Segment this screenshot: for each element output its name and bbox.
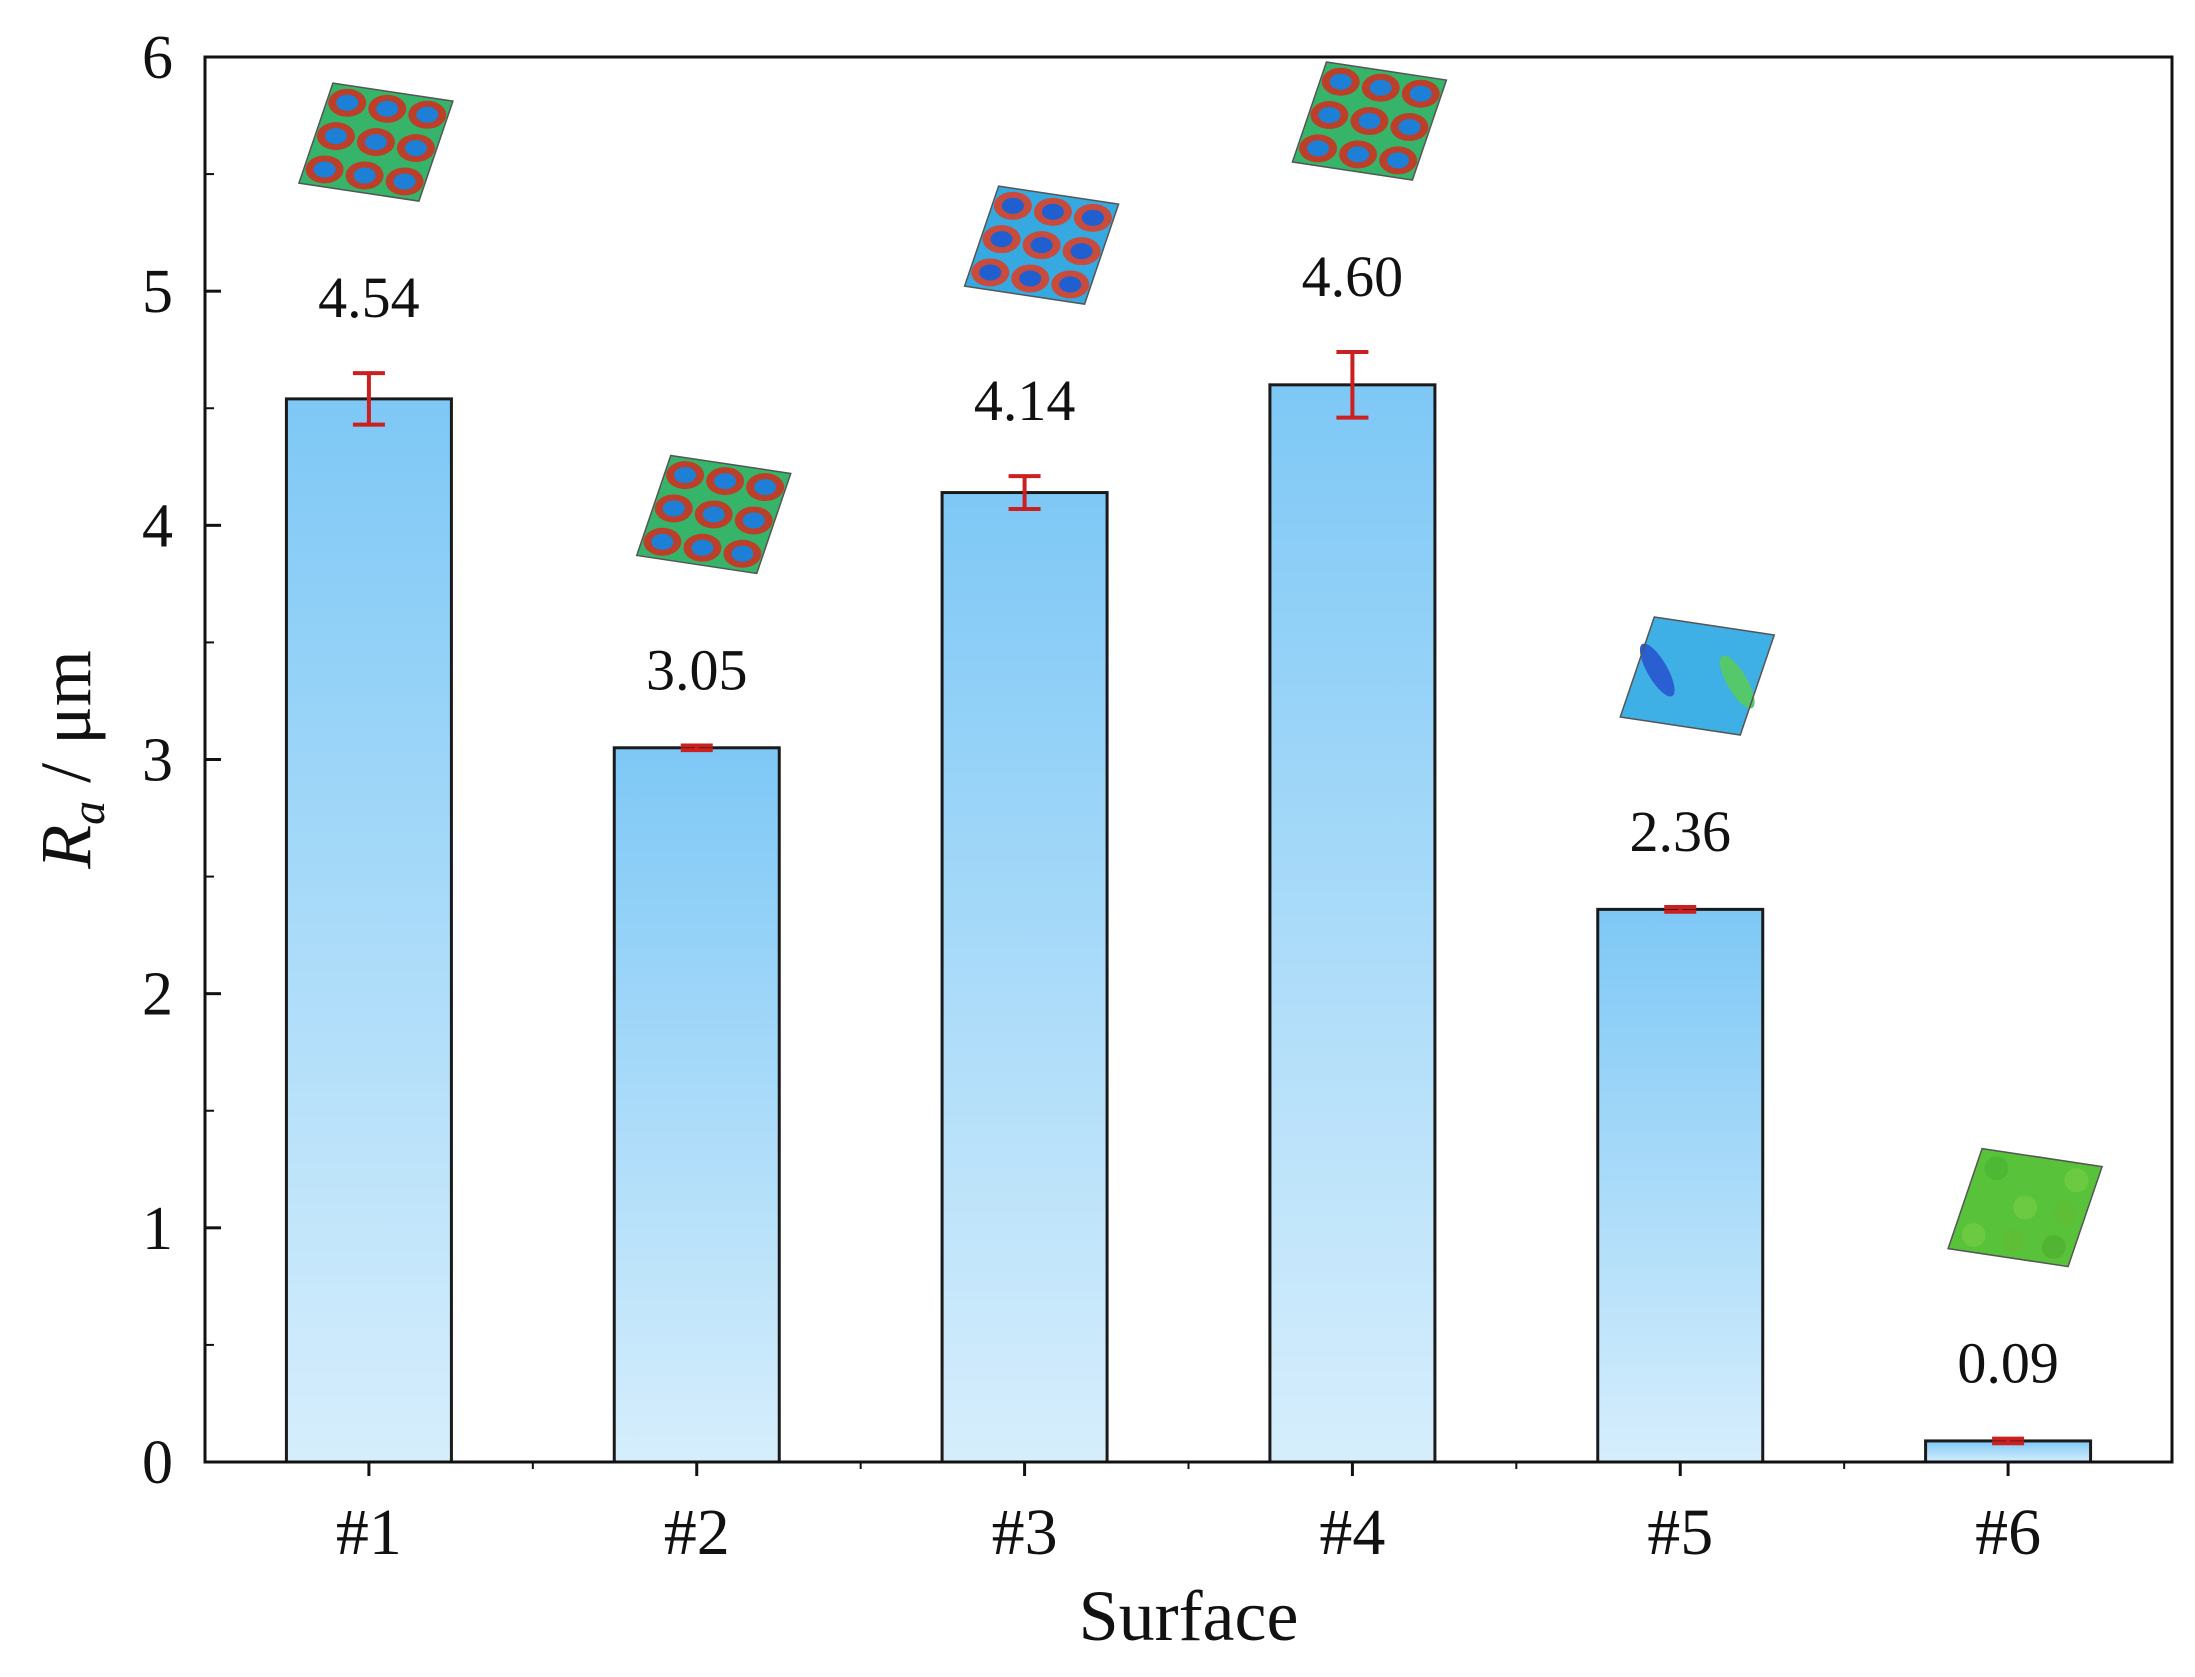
x-tick-label: #6	[1975, 1496, 2041, 1569]
surface-map-spot	[2064, 1168, 2089, 1193]
y-tick-label: 3	[142, 727, 173, 795]
x-tick-label: #2	[664, 1496, 730, 1569]
surface-map-valley	[651, 533, 674, 550]
surface-map-valley	[364, 134, 387, 151]
bar-3	[940, 491, 1109, 1464]
value-label-4: 4.60	[1302, 244, 1404, 309]
surface-map-spot	[1984, 1156, 2009, 1181]
surface-map-valley	[353, 167, 376, 184]
bar-5	[1596, 907, 1765, 1464]
surface-map-valley	[979, 264, 1002, 281]
surface-map-stripe	[1719, 655, 1755, 709]
surface-3d-map-1	[297, 82, 454, 202]
surface-map-valley	[1070, 243, 1093, 260]
surface-3d-map-2	[635, 454, 792, 575]
surface-map-valley	[990, 231, 1013, 248]
surface-map-stripe	[1679, 649, 1715, 703]
x-axis-title: Surface	[1079, 1576, 1299, 1656]
value-label-2: 3.05	[646, 637, 748, 702]
x-tick-label: #5	[1647, 1496, 1713, 1569]
surface-map-spot	[2041, 1234, 2066, 1259]
surface-map-spot	[2024, 1162, 2049, 1187]
y-tick-label: 0	[142, 1429, 173, 1497]
surface-map-valley	[742, 512, 765, 529]
plot-frame	[203, 55, 2174, 1464]
value-label-1: 4.54	[318, 265, 420, 330]
surface-map-valley	[1329, 73, 1352, 90]
surface-map-valley	[1318, 107, 1341, 124]
surface-map-valley	[1369, 79, 1392, 96]
x-tick-label: #3	[992, 1496, 1058, 1569]
surface-3d-map-5	[1619, 616, 1776, 736]
bar-2	[612, 746, 781, 1464]
surface-map-border	[635, 454, 792, 575]
surface-map-valley	[324, 128, 347, 145]
y-axis-title: Ra / μm	[26, 650, 115, 870]
surface-map-valley	[1347, 146, 1370, 163]
error-bar-4	[1336, 350, 1369, 420]
y-tick-label: 6	[142, 24, 173, 92]
surface-map-spot	[1961, 1222, 1986, 1247]
surface-map-valley	[731, 545, 754, 562]
surface-map-spot	[2053, 1201, 2078, 1226]
surface-map-spot	[2001, 1228, 2026, 1253]
surface-map-stripe	[1639, 643, 1675, 697]
surface-map-valley	[404, 140, 427, 157]
x-tick-label: #1	[336, 1496, 402, 1569]
surface-map-valley	[393, 173, 416, 190]
surface-map-valley	[313, 161, 336, 178]
y-tick-label: 4	[142, 492, 173, 560]
surface-map-valley	[1001, 197, 1024, 214]
surface-3d-map-6	[1947, 1147, 2104, 1268]
surface-map-valley	[1398, 119, 1421, 136]
surface-map-valley	[1030, 237, 1053, 254]
y-axis-symbol: R	[26, 825, 106, 870]
y-tick-label: 5	[142, 258, 173, 326]
surface-map-valley	[376, 100, 399, 117]
y-tick-label: 1	[142, 1195, 173, 1263]
surface-3d-map-4	[1291, 61, 1448, 181]
surface-map-valley	[1019, 270, 1042, 287]
surface-3d-map-3	[963, 185, 1120, 305]
y-tick-label: 2	[142, 961, 173, 1029]
surface-map-border	[297, 82, 454, 202]
bar-4	[1268, 383, 1437, 1464]
surface-map-border	[1291, 61, 1448, 181]
surface-map-valley	[1409, 85, 1432, 102]
value-label-5: 2.36	[1630, 799, 1732, 864]
surface-map-border	[1947, 1147, 2104, 1268]
surface-map-valley	[1358, 113, 1381, 130]
surface-map-valley	[662, 500, 685, 517]
surface-map-valley	[1041, 203, 1064, 220]
surface-map-border	[1619, 616, 1776, 736]
y-axis-subscript: a	[62, 801, 115, 825]
surface-map-valley	[754, 479, 777, 496]
surface-map-valley	[1307, 140, 1330, 157]
surface-map-valley	[691, 539, 714, 556]
error-bar-3	[1008, 474, 1041, 511]
surface-map-valley	[674, 467, 697, 484]
error-bar-1	[352, 371, 385, 427]
value-label-6: 0.09	[1957, 1331, 2059, 1396]
x-tick-label: #4	[1319, 1496, 1385, 1569]
error-bar-5	[1664, 905, 1697, 914]
surface-map-valley	[1059, 276, 1082, 293]
surface-map-spot	[1973, 1189, 1998, 1214]
surface-map-valley	[336, 94, 359, 111]
error-bar-2	[680, 743, 713, 753]
bar-1	[284, 397, 453, 1464]
surface-map-valley	[714, 473, 737, 490]
surface-map-spot	[2013, 1195, 2038, 1220]
surface-map-valley	[702, 506, 725, 523]
surface-map-border	[963, 185, 1120, 305]
surface-map-valley	[416, 106, 439, 123]
y-axis-unit: / μm	[26, 650, 106, 801]
surface-map-valley	[1081, 209, 1104, 226]
value-label-3: 4.14	[974, 368, 1076, 433]
surface-map-valley	[1387, 152, 1410, 169]
error-bar-6	[1992, 1436, 2025, 1446]
